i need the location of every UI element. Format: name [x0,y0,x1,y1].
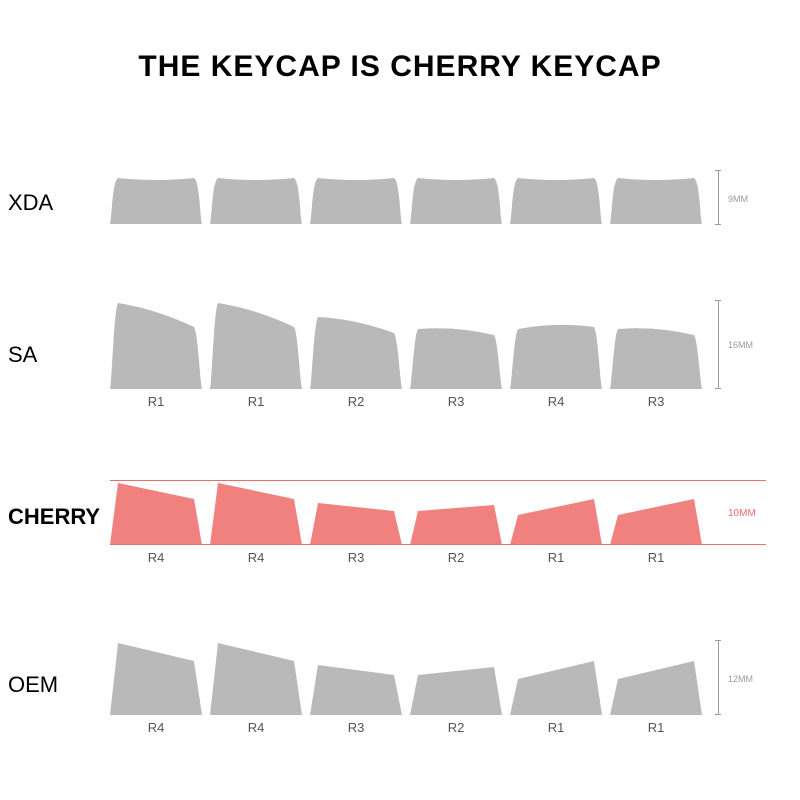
row-sublabel: R3 [306,550,406,565]
keycap-shape [610,178,702,224]
row-sublabel: R1 [606,720,706,735]
keycap-shape [310,178,402,224]
height-label: 10MM [728,508,756,519]
row-sublabel: R4 [106,550,206,565]
keycap-shape [410,667,502,715]
keycap-shape [210,483,302,545]
row-sublabel: R4 [206,720,306,735]
profile-label: CHERRY [8,504,100,530]
page-title: THE KEYCAP IS CHERRY KEYCAP [0,50,800,84]
row-sublabel: R1 [606,550,706,565]
row-sublabel: R2 [306,394,406,409]
keycap-shapes [110,170,710,225]
keycap-shape [510,661,602,715]
keycap-shapes [110,300,710,390]
bracket-tick [715,640,721,641]
row-sublabel: R4 [106,720,206,735]
height-label: 16MM [728,340,753,350]
keycap-shape [410,328,502,389]
keycap-shape [410,178,502,224]
keycap-shape [410,505,502,545]
row-sublabel: R2 [406,720,506,735]
caps-area [110,170,710,225]
caps-area [110,640,710,716]
height-bracket [718,640,719,714]
keycap-shape [110,643,202,715]
guide-line-top [110,480,766,481]
row-sublabel: R1 [506,720,606,735]
row-sublabel: R2 [406,550,506,565]
keycap-shape [310,503,402,545]
height-label: 12MM [728,674,753,684]
keycap-shape [110,178,202,224]
keycap-shapes [110,480,710,546]
keycap-shape [510,499,602,545]
row-sublabel: R1 [206,394,306,409]
keycap-shape [210,178,302,224]
row-sublabel: R4 [506,394,606,409]
caps-area [110,480,710,546]
keycap-shape [210,303,302,389]
row-sublabel: R1 [106,394,206,409]
keycap-shapes [110,640,710,716]
keycap-shape [510,325,602,389]
keycap-shape [510,178,602,224]
keycap-shape [110,483,202,545]
row-sublabel: R3 [606,394,706,409]
height-bracket [718,170,719,224]
profile-label: OEM [8,672,58,698]
row-sublabel: R3 [406,394,506,409]
row-sublabel: R3 [306,720,406,735]
profile-label: XDA [8,190,53,216]
keycap-shape [310,665,402,715]
bracket-tick [715,714,721,715]
keycap-shape [110,303,202,389]
row-sublabel: R4 [206,550,306,565]
keycap-shape [610,661,702,715]
guide-line-bottom [110,544,766,545]
profile-label: SA [8,342,37,368]
keycap-shape [310,317,402,389]
keycap-shape [610,328,702,389]
bracket-tick [715,388,721,389]
bracket-tick [715,300,721,301]
keycap-shape [210,643,302,715]
height-bracket [718,300,719,388]
keycap-shape [610,499,702,545]
row-sublabel: R1 [506,550,606,565]
bracket-tick [715,170,721,171]
bracket-tick [715,224,721,225]
caps-area [110,300,710,390]
height-label: 9MM [728,194,748,204]
